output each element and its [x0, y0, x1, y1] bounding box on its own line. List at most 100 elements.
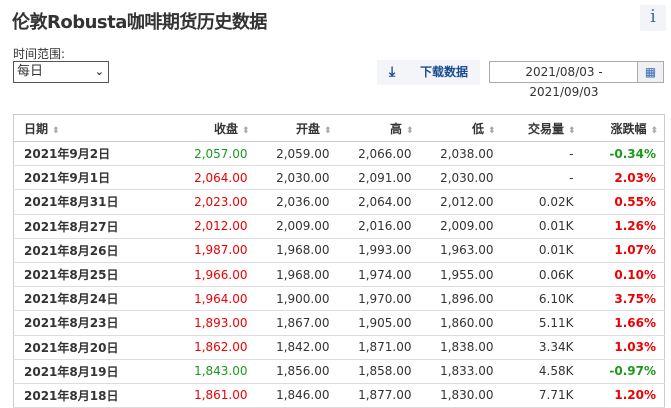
cell-low: 2,009.00	[419, 214, 502, 239]
table-row: 2021年8月23日 1,893.00 1,867.00 1,905.00 1,860.…	[13, 310, 665, 336]
table-row: 2021年8月24日 1,964.00 1,900.00 1,970.00 1,896.…	[13, 286, 665, 312]
cell-change: 1.66%	[581, 310, 665, 336]
cell-change: 3.75%	[581, 286, 665, 312]
interval-select[interactable]: 每日 ⌄	[13, 61, 109, 83]
cell-date: 2021年8月24日	[13, 286, 171, 312]
cell-change: -0.34%	[581, 141, 665, 167]
cell-volume: 5.11K	[501, 310, 582, 336]
cell-open: 2,036.00	[255, 189, 338, 215]
cell-date: 2021年8月27日	[13, 214, 171, 239]
cell-volume: -	[501, 141, 582, 167]
sort-icon: ⬍	[52, 125, 60, 136]
cell-high: 2,064.00	[337, 189, 420, 215]
cell-close: 1,843.00	[170, 359, 256, 384]
column-label: 涨跌幅	[610, 121, 647, 136]
column-label: 低	[471, 121, 484, 136]
cell-high: 1,993.00	[337, 238, 420, 263]
cell-open: 2,030.00	[255, 165, 338, 191]
cell-high: 1,974.00	[337, 262, 420, 288]
cell-date: 2021年8月31日	[13, 189, 171, 215]
sort-icon: ⬍	[567, 125, 576, 136]
cell-close: 1,966.00	[170, 262, 256, 288]
cell-volume: 0.02K	[501, 189, 582, 215]
history-table: 日期 ⬍ 收盘 ⬍ 开盘 ⬍ 高 ⬍ 低 ⬍ 交易量 ⬍ 涨跌幅 ⬍ 2021年9月2日 2,057.00 2…	[13, 114, 665, 408]
cell-volume: 0.01K	[501, 238, 582, 263]
column-label: 开盘	[295, 121, 320, 136]
cell-date: 2021年9月1日	[13, 165, 171, 191]
cell-change: 0.55%	[581, 189, 665, 215]
cell-close: 2,023.00	[170, 189, 256, 215]
cell-low: 1,830.00	[419, 383, 502, 408]
column-header-close[interactable]: 收盘 ⬍	[170, 114, 256, 142]
column-header-high[interactable]: 高 ⬍	[337, 114, 420, 142]
cell-high: 1,858.00	[337, 359, 420, 384]
cell-volume: 7.71K	[501, 383, 582, 408]
cell-volume: 6.10K	[501, 286, 582, 312]
cell-change: 1.26%	[581, 214, 665, 239]
cell-date: 2021年8月26日	[13, 238, 171, 263]
cell-low: 1,833.00	[419, 359, 502, 384]
sort-icon: ⬍	[241, 125, 250, 136]
column-label: 交易量	[527, 121, 564, 136]
column-label: 日期	[24, 121, 49, 136]
cell-date: 2021年8月25日	[13, 262, 171, 288]
cell-low: 1,963.00	[419, 238, 502, 263]
column-header-date[interactable]: 日期 ⬍	[13, 114, 171, 142]
cell-volume: 0.01K	[501, 214, 582, 239]
chevron-down-icon: ⌄	[94, 65, 104, 78]
date-range-start: 2021/08/03 -	[525, 65, 603, 79]
download-data-button[interactable]: ⤓ 下载数据	[377, 60, 480, 85]
cell-change: 1.03%	[581, 335, 665, 360]
cell-change: -0.97%	[581, 359, 665, 384]
table-row: 2021年8月25日 1,966.00 1,968.00 1,974.00 1,955.…	[13, 262, 665, 288]
cell-low: 1,838.00	[419, 335, 502, 360]
cell-volume: 4.58K	[501, 359, 582, 384]
cell-date: 2021年8月19日	[13, 359, 171, 384]
table-row: 2021年8月20日 1,862.00 1,842.00 1,871.00 1,838.…	[13, 335, 665, 360]
cell-open: 1,842.00	[255, 335, 338, 360]
sort-icon: ⬍	[323, 125, 332, 136]
cell-high: 2,066.00	[337, 141, 420, 167]
column-header-volume[interactable]: 交易量 ⬍	[501, 114, 582, 142]
cell-low: 1,955.00	[419, 262, 502, 288]
cell-open: 1,968.00	[255, 262, 338, 288]
cell-high: 1,877.00	[337, 383, 420, 408]
cell-low: 2,030.00	[419, 165, 502, 191]
date-range-picker[interactable]: 2021/08/03 - ▦	[489, 61, 664, 83]
cell-change: 0.10%	[581, 262, 665, 288]
column-header-open[interactable]: 开盘 ⬍	[255, 114, 338, 142]
cell-close: 1,893.00	[170, 310, 256, 336]
cell-date: 2021年9月2日	[13, 141, 171, 167]
cell-close: 1,987.00	[170, 238, 256, 263]
cell-change: 2.03%	[581, 165, 665, 191]
cell-low: 2,012.00	[419, 189, 502, 215]
interval-value: 每日	[17, 64, 44, 79]
cell-date: 2021年8月18日	[13, 383, 171, 408]
cell-open: 2,009.00	[255, 214, 338, 239]
cell-close: 1,861.00	[170, 383, 256, 408]
table-row: 2021年8月26日 1,987.00 1,968.00 1,993.00 1,963.…	[13, 238, 665, 263]
column-header-low[interactable]: 低 ⬍	[419, 114, 502, 142]
cell-open: 1,867.00	[255, 310, 338, 336]
cell-open: 1,856.00	[255, 359, 338, 384]
cell-open: 1,968.00	[255, 238, 338, 263]
cell-volume: 0.06K	[501, 262, 582, 288]
table-row: 2021年8月18日 1,861.00 1,846.00 1,877.00 1,830.…	[13, 383, 665, 408]
cell-low: 2,038.00	[419, 141, 502, 167]
table-row: 2021年8月31日 2,023.00 2,036.00 2,064.00 2,012.…	[13, 189, 665, 215]
cell-open: 2,059.00	[255, 141, 338, 167]
cell-high: 1,871.00	[337, 335, 420, 360]
info-icon[interactable]: i	[640, 5, 666, 31]
cell-high: 1,970.00	[337, 286, 420, 312]
time-range-label: 时间范围:	[13, 47, 66, 61]
cell-open: 1,900.00	[255, 286, 338, 312]
table-row: 2021年8月19日 1,843.00 1,856.00 1,858.00 1,833.…	[13, 359, 665, 384]
page-title: 伦敦Robusta咖啡期货历史数据	[12, 12, 267, 33]
column-label: 收盘	[213, 121, 238, 136]
column-header-change[interactable]: 涨跌幅 ⬍	[581, 114, 665, 142]
cell-date: 2021年8月23日	[13, 310, 171, 336]
calendar-icon[interactable]: ▦	[637, 62, 663, 82]
table-row: 2021年8月27日 2,012.00 2,009.00 2,016.00 2,009.…	[13, 214, 665, 239]
cell-close: 2,057.00	[170, 141, 256, 167]
download-icon: ⤓	[389, 64, 396, 80]
